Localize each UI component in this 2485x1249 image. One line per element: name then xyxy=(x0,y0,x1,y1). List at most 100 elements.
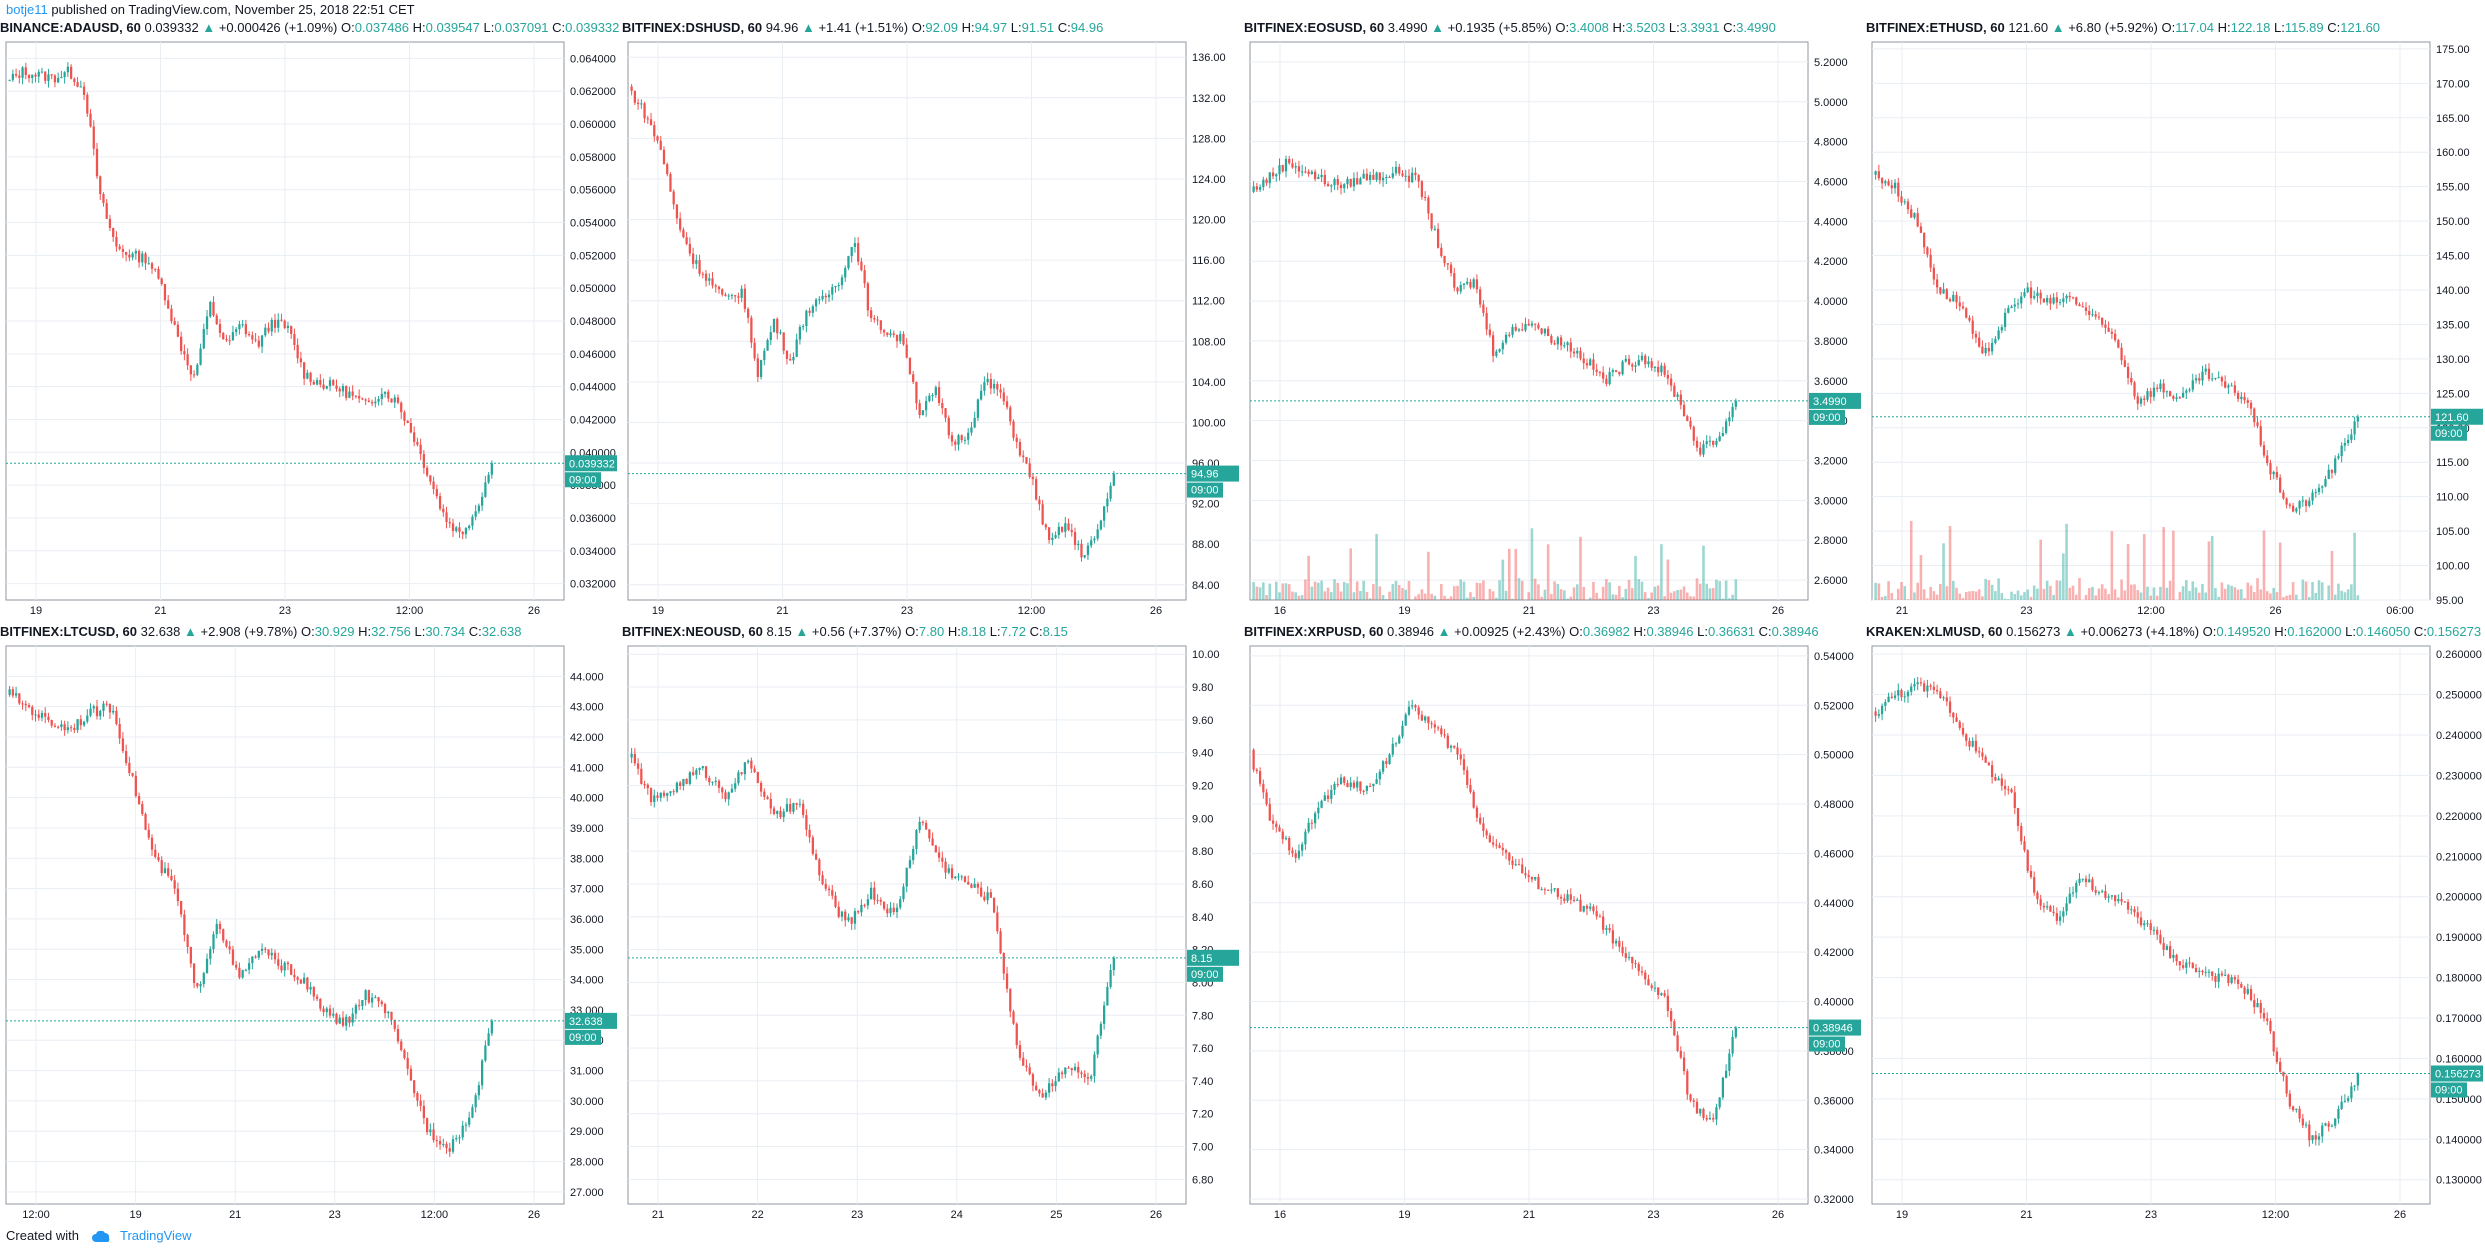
candle-body xyxy=(438,1140,442,1145)
candle-body xyxy=(1391,173,1394,178)
x-tick-label: 12:00 xyxy=(396,605,424,617)
candle-body xyxy=(2317,1136,2321,1140)
volume-bar xyxy=(1608,582,1611,600)
x-tick-label: 23 xyxy=(901,605,913,617)
volume-bar xyxy=(1919,555,1923,600)
candle-body xyxy=(717,780,721,788)
x-tick-label: 16 xyxy=(1274,1209,1286,1221)
candle-body xyxy=(656,795,659,798)
volume-bar xyxy=(1942,543,1945,600)
candle-body xyxy=(89,708,92,716)
candle-body xyxy=(361,1000,364,1006)
candle-body xyxy=(649,788,653,803)
y-tick-label: 0.058000 xyxy=(570,152,616,164)
y-tick-label: 0.34000 xyxy=(1814,1145,1854,1157)
candle-body xyxy=(960,435,963,441)
candle-body xyxy=(646,118,649,120)
volume-bar xyxy=(1653,586,1657,600)
volume-bar xyxy=(1945,586,1949,600)
volume-bar xyxy=(1686,592,1689,600)
candle-body xyxy=(186,934,189,948)
candle-body xyxy=(1527,323,1530,326)
volume-bar xyxy=(1469,592,1472,600)
ohlc-c: 0.039332 xyxy=(565,20,620,35)
time-badge xyxy=(2431,425,2467,441)
volume-bar xyxy=(1556,583,1560,600)
candle-body xyxy=(24,703,27,706)
candle-body xyxy=(2162,943,2165,950)
candle-body xyxy=(792,803,795,812)
candle-body xyxy=(2178,397,2181,399)
y-tick-label: 9.40 xyxy=(1192,748,1213,760)
price-chart[interactable]: 95.00100.00105.00110.00115.00120.00125.0… xyxy=(1866,40,2485,618)
candle-body xyxy=(785,804,789,812)
candle-body xyxy=(1394,743,1398,745)
candle-body xyxy=(1343,184,1346,189)
candle-body xyxy=(1673,385,1676,397)
candle-body xyxy=(2101,891,2104,893)
price-chart[interactable]: 84.0088.0092.0096.00100.00104.00108.0011… xyxy=(622,40,1244,618)
time-label: 09:00 xyxy=(2435,1085,2463,1097)
candle-body xyxy=(1307,171,1310,174)
candle-body xyxy=(2162,383,2165,393)
ohlc-l: 115.89 xyxy=(2284,20,2324,35)
candle-body xyxy=(2233,977,2236,980)
last-price-label: 0.38946 xyxy=(1813,1023,1853,1035)
candle-body xyxy=(2194,378,2198,381)
y-tick-label: 42.000 xyxy=(570,732,604,744)
x-tick-label: 26 xyxy=(528,1209,540,1221)
price-chart[interactable]: 6.807.007.207.407.607.808.008.208.408.60… xyxy=(622,644,1244,1222)
candle-body xyxy=(1090,1076,1093,1079)
ohlc-key-h: H: xyxy=(358,624,372,639)
candle-body xyxy=(2152,929,2156,931)
candle-body xyxy=(1708,1117,1712,1120)
volume-bar xyxy=(1482,580,1485,600)
volume-bar xyxy=(1614,594,1618,600)
candle-body xyxy=(2311,492,2314,501)
tradingview-link[interactable]: TradingView xyxy=(120,1228,192,1243)
x-tick-label: 19 xyxy=(1398,1209,1410,1221)
candle-body xyxy=(34,74,37,77)
author-link[interactable]: botje11 xyxy=(6,2,48,17)
volume-bar xyxy=(2191,581,2195,600)
candle-body xyxy=(99,176,102,195)
price-chart[interactable]: 2.60002.80003.00003.20003.40003.60003.80… xyxy=(1244,40,1866,618)
time-label: 09:00 xyxy=(1813,1039,1841,1051)
candle-body xyxy=(1485,830,1488,836)
price-chart[interactable]: 0.1300000.1400000.1500000.1600000.170000… xyxy=(1866,644,2485,1222)
candle-body xyxy=(260,948,264,951)
candle-body xyxy=(1699,1109,1702,1114)
candle-body xyxy=(147,829,150,838)
candle-body xyxy=(322,1008,325,1013)
candle-body xyxy=(1971,740,1974,747)
price-chart[interactable]: 0.320000.340000.360000.380000.400000.420… xyxy=(1244,644,1866,1222)
y-tick-label: 8.80 xyxy=(1192,846,1213,858)
volume-bar xyxy=(1550,594,1553,600)
candle-body xyxy=(2013,792,2016,808)
candle-body xyxy=(1595,369,1598,373)
candle-body xyxy=(2165,946,2169,950)
chart-panel-dshusd: BITFINEX:DSHUSD, 60 94.96 ▲ +1.41 (+1.51… xyxy=(622,18,1244,618)
ohlc-l: 7.72 xyxy=(1000,624,1026,639)
candle-body xyxy=(270,319,273,332)
volume-bar xyxy=(1890,593,1894,600)
candle-body xyxy=(2036,892,2039,900)
candle-body xyxy=(302,362,306,379)
candle-body xyxy=(2211,971,2214,976)
candle-body xyxy=(2007,307,2010,313)
volume-bar xyxy=(1893,599,1897,600)
candle-body xyxy=(11,73,14,80)
price-chart[interactable]: 0.0320000.0340000.0360000.0380000.040000… xyxy=(0,40,622,618)
candle-body xyxy=(1734,1027,1737,1037)
volume-bar xyxy=(1916,582,1919,600)
candle-body xyxy=(899,334,902,342)
volume-bar xyxy=(1352,592,1356,600)
candle-body xyxy=(1025,457,1028,464)
candle-body xyxy=(827,294,831,298)
candle-body xyxy=(1404,714,1407,726)
candle-body xyxy=(2159,383,2162,390)
price-chart[interactable]: 27.00028.00029.00030.00031.00032.00033.0… xyxy=(0,644,622,1222)
candle-body xyxy=(1689,420,1692,427)
candle-body xyxy=(73,727,76,731)
x-tick-label: 12:00 xyxy=(2137,605,2165,617)
